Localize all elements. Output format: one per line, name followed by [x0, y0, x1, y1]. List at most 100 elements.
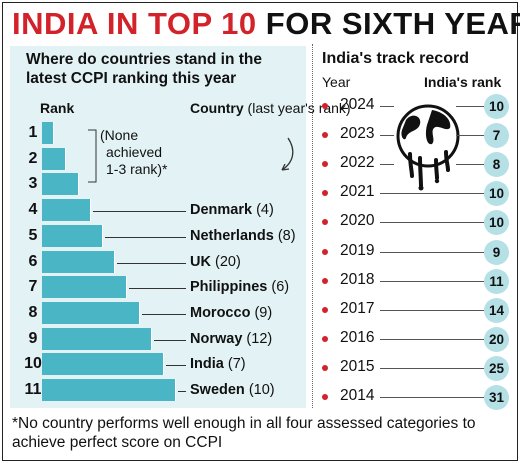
country-leader-line: [92, 211, 186, 213]
year-dot: [322, 219, 328, 226]
country-leader-line: [141, 313, 186, 315]
year-label: 2020: [340, 212, 375, 230]
country-last-year-rank: (6): [271, 279, 290, 296]
country-name: India: [190, 356, 228, 373]
country-last-year-rank: (4): [256, 202, 274, 219]
rank-bar: [42, 353, 164, 376]
year-dot: [322, 161, 328, 168]
year-leader-line: [380, 280, 484, 282]
melting-globe-icon: [396, 104, 460, 191]
country-leader-line: [117, 262, 186, 264]
rank-number: 5: [28, 226, 38, 244]
year-label: 2023: [340, 125, 375, 143]
country-leader-line: [129, 288, 186, 290]
year-label: 2014: [340, 387, 375, 404]
title-red: INDIA IN TOP 10: [12, 6, 257, 41]
page-title: INDIA IN TOP 10 FOR SIXTH YEAR: [12, 6, 520, 42]
none-note-line-1: (None: [100, 127, 139, 143]
country-name: Netherlands: [190, 227, 278, 244]
year-dot: [322, 364, 328, 371]
rank-bar: [42, 122, 55, 144]
india-rank-badge: 31: [484, 385, 509, 410]
year-leader-line: [380, 193, 484, 195]
india-rank-badge: 7: [484, 123, 509, 149]
year-header: Year: [322, 74, 351, 90]
rank-bar: [42, 327, 152, 350]
year-leader-line: [380, 367, 484, 369]
country-label: Morocco (9): [190, 305, 272, 321]
year-leader-line: [380, 309, 484, 311]
country-last-year-rank: (7): [227, 356, 246, 373]
year-label: 2017: [340, 299, 375, 317]
year-leader-line: [380, 164, 394, 166]
country-leader-line: [166, 365, 186, 367]
rank-bar: [42, 250, 116, 273]
country-name: Philippines: [190, 279, 272, 296]
rank-bar: [42, 301, 140, 324]
india-rank-badge: 25: [484, 355, 509, 381]
country-name: Norway: [190, 330, 247, 347]
rank-number: 2: [28, 149, 38, 167]
rank-bar: [42, 379, 177, 401]
year-label: 2018: [340, 270, 375, 288]
rank-bar: [42, 224, 103, 247]
year-leader-line: [456, 106, 484, 107]
year-label: 2019: [340, 241, 375, 259]
india-rank-badge: 10: [484, 181, 509, 207]
ranking-heading: Where do countries stand in the latest C…: [26, 51, 262, 87]
rank-number: 3: [28, 175, 38, 193]
rank-bar: [42, 173, 79, 196]
year-label: 2022: [340, 154, 375, 172]
panel-divider: [312, 44, 313, 408]
rank-number: 10: [24, 355, 42, 373]
country-label: UK (20): [190, 254, 241, 270]
year-label: 2021: [340, 183, 375, 201]
year-leader-line: [380, 338, 484, 340]
year-leader-line: [380, 251, 484, 253]
footnote: *No country performs well enough in all …: [12, 415, 476, 451]
country-last-year-rank: (10): [248, 382, 275, 398]
country-name: Sweden: [190, 382, 249, 398]
india-rank-badge: 9: [484, 239, 509, 265]
year-dot: [322, 306, 328, 313]
year-label: 2024: [340, 96, 375, 113]
year-dot: [322, 248, 328, 255]
country-name: Denmark: [190, 202, 257, 219]
year-leader-line: [456, 164, 484, 166]
rank-number: 7: [28, 278, 38, 296]
year-leader-line: [456, 135, 484, 137]
country-label: Netherlands (8): [190, 228, 296, 244]
track-record-heading: India's track record: [322, 50, 469, 67]
rank-header: Rank: [40, 100, 75, 116]
india-rank-badge: 20: [484, 326, 509, 352]
country-label: Philippines (6): [190, 279, 289, 295]
india-rank-badge: 8: [484, 152, 509, 178]
year-leader-line: [380, 135, 394, 137]
rank-number: 1: [28, 124, 38, 141]
year-dot: [322, 277, 328, 284]
country-leader-line: [105, 236, 186, 238]
rank-number: 11: [24, 381, 42, 398]
none-note-line-2: achieved: [106, 144, 163, 160]
country-label: India (7): [190, 356, 246, 372]
rank-bar: [42, 199, 91, 222]
year-dot: [322, 103, 328, 109]
india-rank-badge: 14: [484, 297, 509, 323]
year-label: 2015: [340, 357, 375, 375]
none-achieved-note: (None achieved 1-3 rank)*: [100, 127, 167, 178]
india-rank-badge: 10: [484, 210, 509, 236]
rank-number: 4: [28, 201, 38, 219]
country-leader-line: [153, 339, 186, 341]
rank-bar: [42, 147, 67, 170]
title-black: FOR SIXTH YEAR: [265, 6, 520, 41]
country-last-year-rank: (20): [214, 253, 241, 270]
country-last-year-rank: (9): [254, 304, 273, 321]
year-label: 2016: [340, 328, 375, 346]
rank-number: 9: [28, 329, 38, 347]
year-dot: [322, 394, 328, 400]
none-note-line-3: 1-3 rank)*: [106, 161, 168, 177]
country-name: Morocco: [190, 304, 255, 321]
year-dot: [322, 335, 328, 342]
india-rank-badge: 10: [484, 94, 509, 119]
